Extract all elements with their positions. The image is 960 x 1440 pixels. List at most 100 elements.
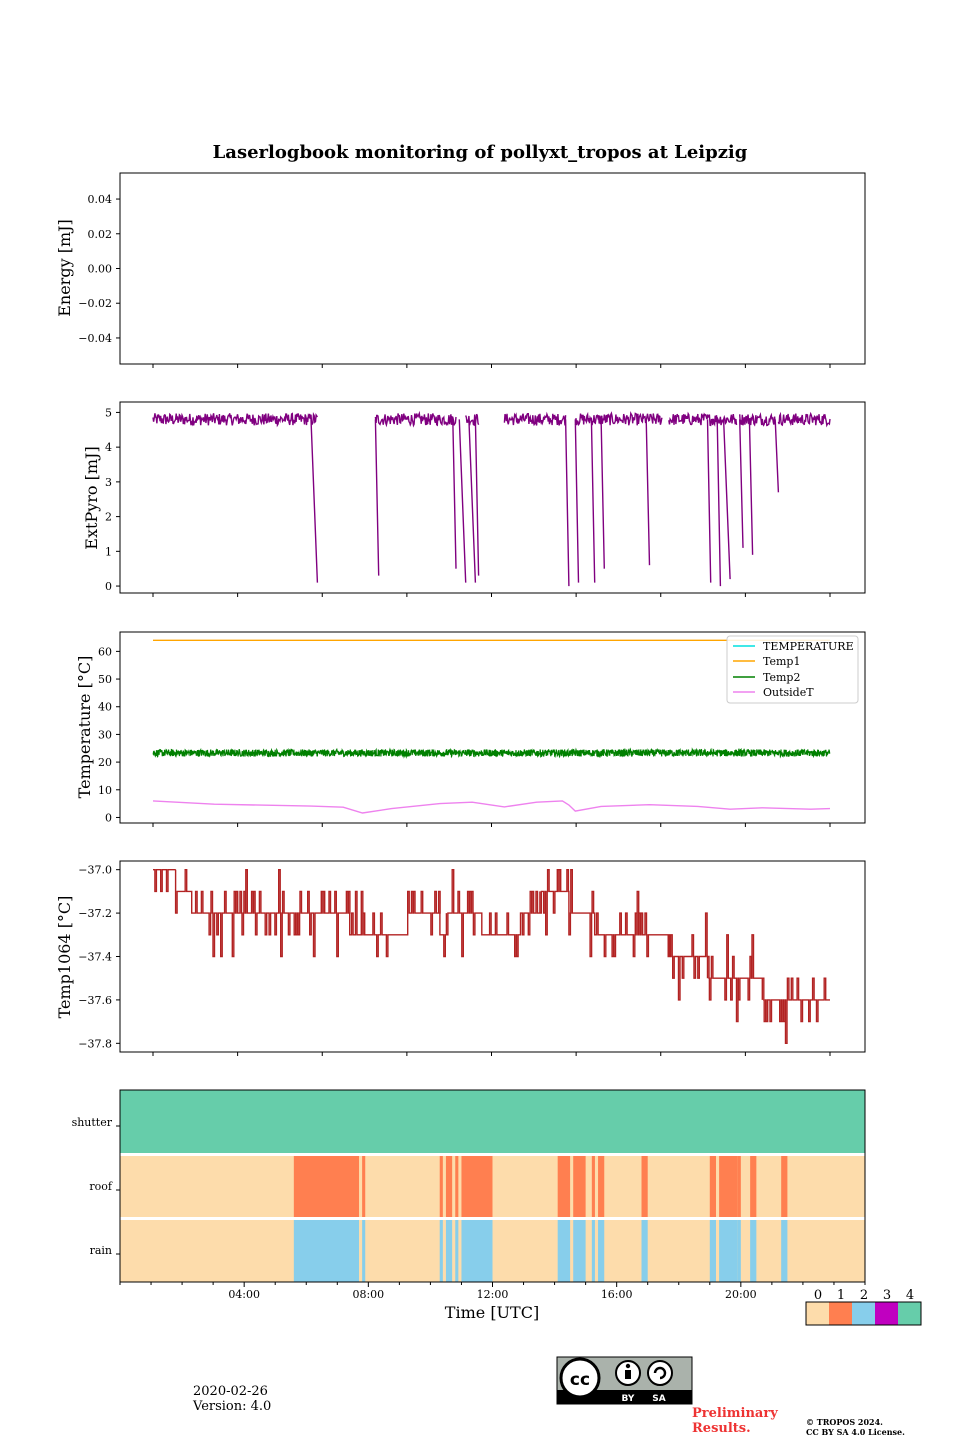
roof-closed-interval <box>641 1155 648 1217</box>
colorbar-swatch-1 <box>829 1302 852 1325</box>
colorbar-tick-label: 3 <box>883 1288 891 1303</box>
copyright-line-1: © TROPOS 2024. <box>806 1417 883 1427</box>
cc-icon <box>559 1357 601 1399</box>
colorbar-tick-label: 0 <box>814 1288 822 1303</box>
y-tick-label: 1 <box>105 545 112 558</box>
roof-closed-interval <box>293 1155 360 1217</box>
roof-closed-interval <box>439 1155 443 1217</box>
status-row-labels: shutter roof rain <box>72 1116 120 1257</box>
energy-panel: −0.04 −0.02 0.00 0.02 0.04 Energy [mJ] <box>55 172 866 368</box>
temperature-legend: TEMPERATURE Temp1 Temp2 OutsideT <box>726 635 859 704</box>
y-tick-label: 0 <box>105 580 112 593</box>
y-tick-label: −37.8 <box>78 1037 112 1050</box>
shutter-row <box>120 1090 865 1153</box>
temp1064-x-ticks <box>152 1052 831 1056</box>
pyro-axes-frame <box>119 401 866 594</box>
row-separator <box>120 1153 865 1156</box>
y-tick-label: −37.6 <box>78 994 112 1007</box>
temperature-x-ticks <box>152 823 831 827</box>
roof-closed-interval <box>719 1155 738 1217</box>
pyro-y-ticks: 0 1 2 3 4 5 <box>105 406 120 593</box>
y-tick-label: −37.2 <box>78 907 112 920</box>
y-tick-label: 50 <box>98 673 112 686</box>
status-x-ticks: 04:00 08:00 12:00 16:00 20:00 <box>119 1282 866 1301</box>
extpyro-series-line <box>152 410 831 587</box>
y-tick-label: 2 <box>105 511 112 524</box>
temperature-y-label: Temperature [°C] <box>75 656 94 799</box>
y-tick-label: −37.0 <box>78 864 112 877</box>
y-tick-label: −0.04 <box>78 332 112 345</box>
rain-interval <box>781 1219 788 1282</box>
pyro-x-ticks <box>152 593 831 597</box>
copyright-line-2: CC BY SA 4.0 License. <box>806 1427 905 1437</box>
legend-label-temp1: Temp1 <box>763 655 800 668</box>
rain-interval <box>455 1219 459 1282</box>
energy-y-ticks: −0.04 −0.02 0.00 0.02 0.04 <box>78 193 120 345</box>
energy-y-label: Energy [mJ] <box>55 219 74 317</box>
outsideT-series-line <box>152 800 831 814</box>
chart-title: Laserlogbook monitoring of pollyxt_tropo… <box>213 142 748 163</box>
temp1064-y-label: Temp1064 [°C] <box>55 896 74 1019</box>
legend-label-temp2: Temp2 <box>763 671 800 684</box>
temp1064-y-ticks: −37.8 −37.6 −37.4 −37.2 −37.0 <box>78 864 120 1050</box>
x-tick-label: 08:00 <box>352 1288 384 1301</box>
status-panel: shutter roof rain 04:00 08:00 12:00 16:00 20:0… <box>72 1089 866 1322</box>
rain-interval <box>598 1219 605 1282</box>
rain-interval <box>573 1219 586 1282</box>
y-tick-label: 4 <box>105 441 112 454</box>
colorbar-tick-label: 2 <box>860 1288 868 1303</box>
colorbar-swatch-3 <box>875 1302 898 1325</box>
energy-axes-frame <box>119 172 866 365</box>
colorbar-swatch-4 <box>898 1302 921 1325</box>
badge-sa-label: SA <box>652 1394 665 1404</box>
date-label: 2020-02-26 <box>193 1384 268 1399</box>
sa-sharealike-icon <box>647 1360 673 1386</box>
rain-interval <box>293 1219 360 1282</box>
version-label: Version: 4.0 <box>193 1399 272 1414</box>
rain-interval <box>439 1219 443 1282</box>
temp2-series-line <box>152 747 831 759</box>
roof-closed-interval <box>737 1155 741 1217</box>
rain-interval <box>591 1219 595 1282</box>
colorbar-tick-label: 1 <box>837 1288 845 1303</box>
roof-closed-interval <box>573 1155 586 1217</box>
copyright-note: © TROPOS 2024. CC BY SA 4.0 License. <box>806 1417 905 1437</box>
legend-frame <box>726 635 859 704</box>
x-tick-label: 04:00 <box>228 1288 260 1301</box>
y-tick-label: 10 <box>98 784 112 797</box>
roof-closed-interval <box>591 1155 595 1217</box>
x-tick-label: 12:00 <box>477 1288 509 1301</box>
y-tick-label: −0.02 <box>78 297 112 310</box>
energy-x-ticks <box>152 364 831 368</box>
x-tick-label: 16:00 <box>601 1288 633 1301</box>
legend-label-outsideT: OutsideT <box>763 686 814 699</box>
temperature-axes-frame <box>119 631 866 824</box>
roof-closed-interval <box>598 1155 605 1217</box>
rain-interval <box>737 1219 741 1282</box>
row-label-shutter: shutter <box>72 1116 113 1129</box>
y-tick-label: 60 <box>98 645 112 658</box>
y-tick-label: 20 <box>98 756 112 769</box>
pyro-y-label: ExtPyro [mJ] <box>82 446 101 549</box>
roof-closed-interval <box>445 1155 453 1217</box>
preliminary-line-1: Preliminary <box>692 1406 778 1421</box>
y-tick-label: 3 <box>105 476 112 489</box>
colorbar-swatch-0 <box>806 1302 829 1325</box>
legend-label-temperature: TEMPERATURE <box>763 640 854 653</box>
temperature-y-ticks: 0 10 20 30 40 50 60 <box>98 645 120 824</box>
y-tick-label: 5 <box>105 406 112 419</box>
roof-closed-interval <box>781 1155 788 1217</box>
colorbar-tick-label: 4 <box>906 1288 914 1303</box>
temp1064-panel: −37.8 −37.6 −37.4 −37.2 −37.0 Temp1064 [°C] <box>55 860 866 1056</box>
badge-by-label: BY <box>622 1394 635 1404</box>
rain-interval <box>641 1219 648 1282</box>
cc-by-sa-license-badge: cc BY SA <box>556 1356 693 1405</box>
roof-closed-interval <box>557 1155 571 1217</box>
by-icon-head <box>625 1363 631 1369</box>
row-separator <box>120 1217 865 1220</box>
pyro-panel: 0 1 2 3 4 5 ExtPyro [mJ] <box>82 401 866 597</box>
colorbar-frame <box>805 1301 922 1326</box>
row-label-rain: rain <box>90 1244 112 1257</box>
y-tick-label: 0.04 <box>88 193 113 206</box>
